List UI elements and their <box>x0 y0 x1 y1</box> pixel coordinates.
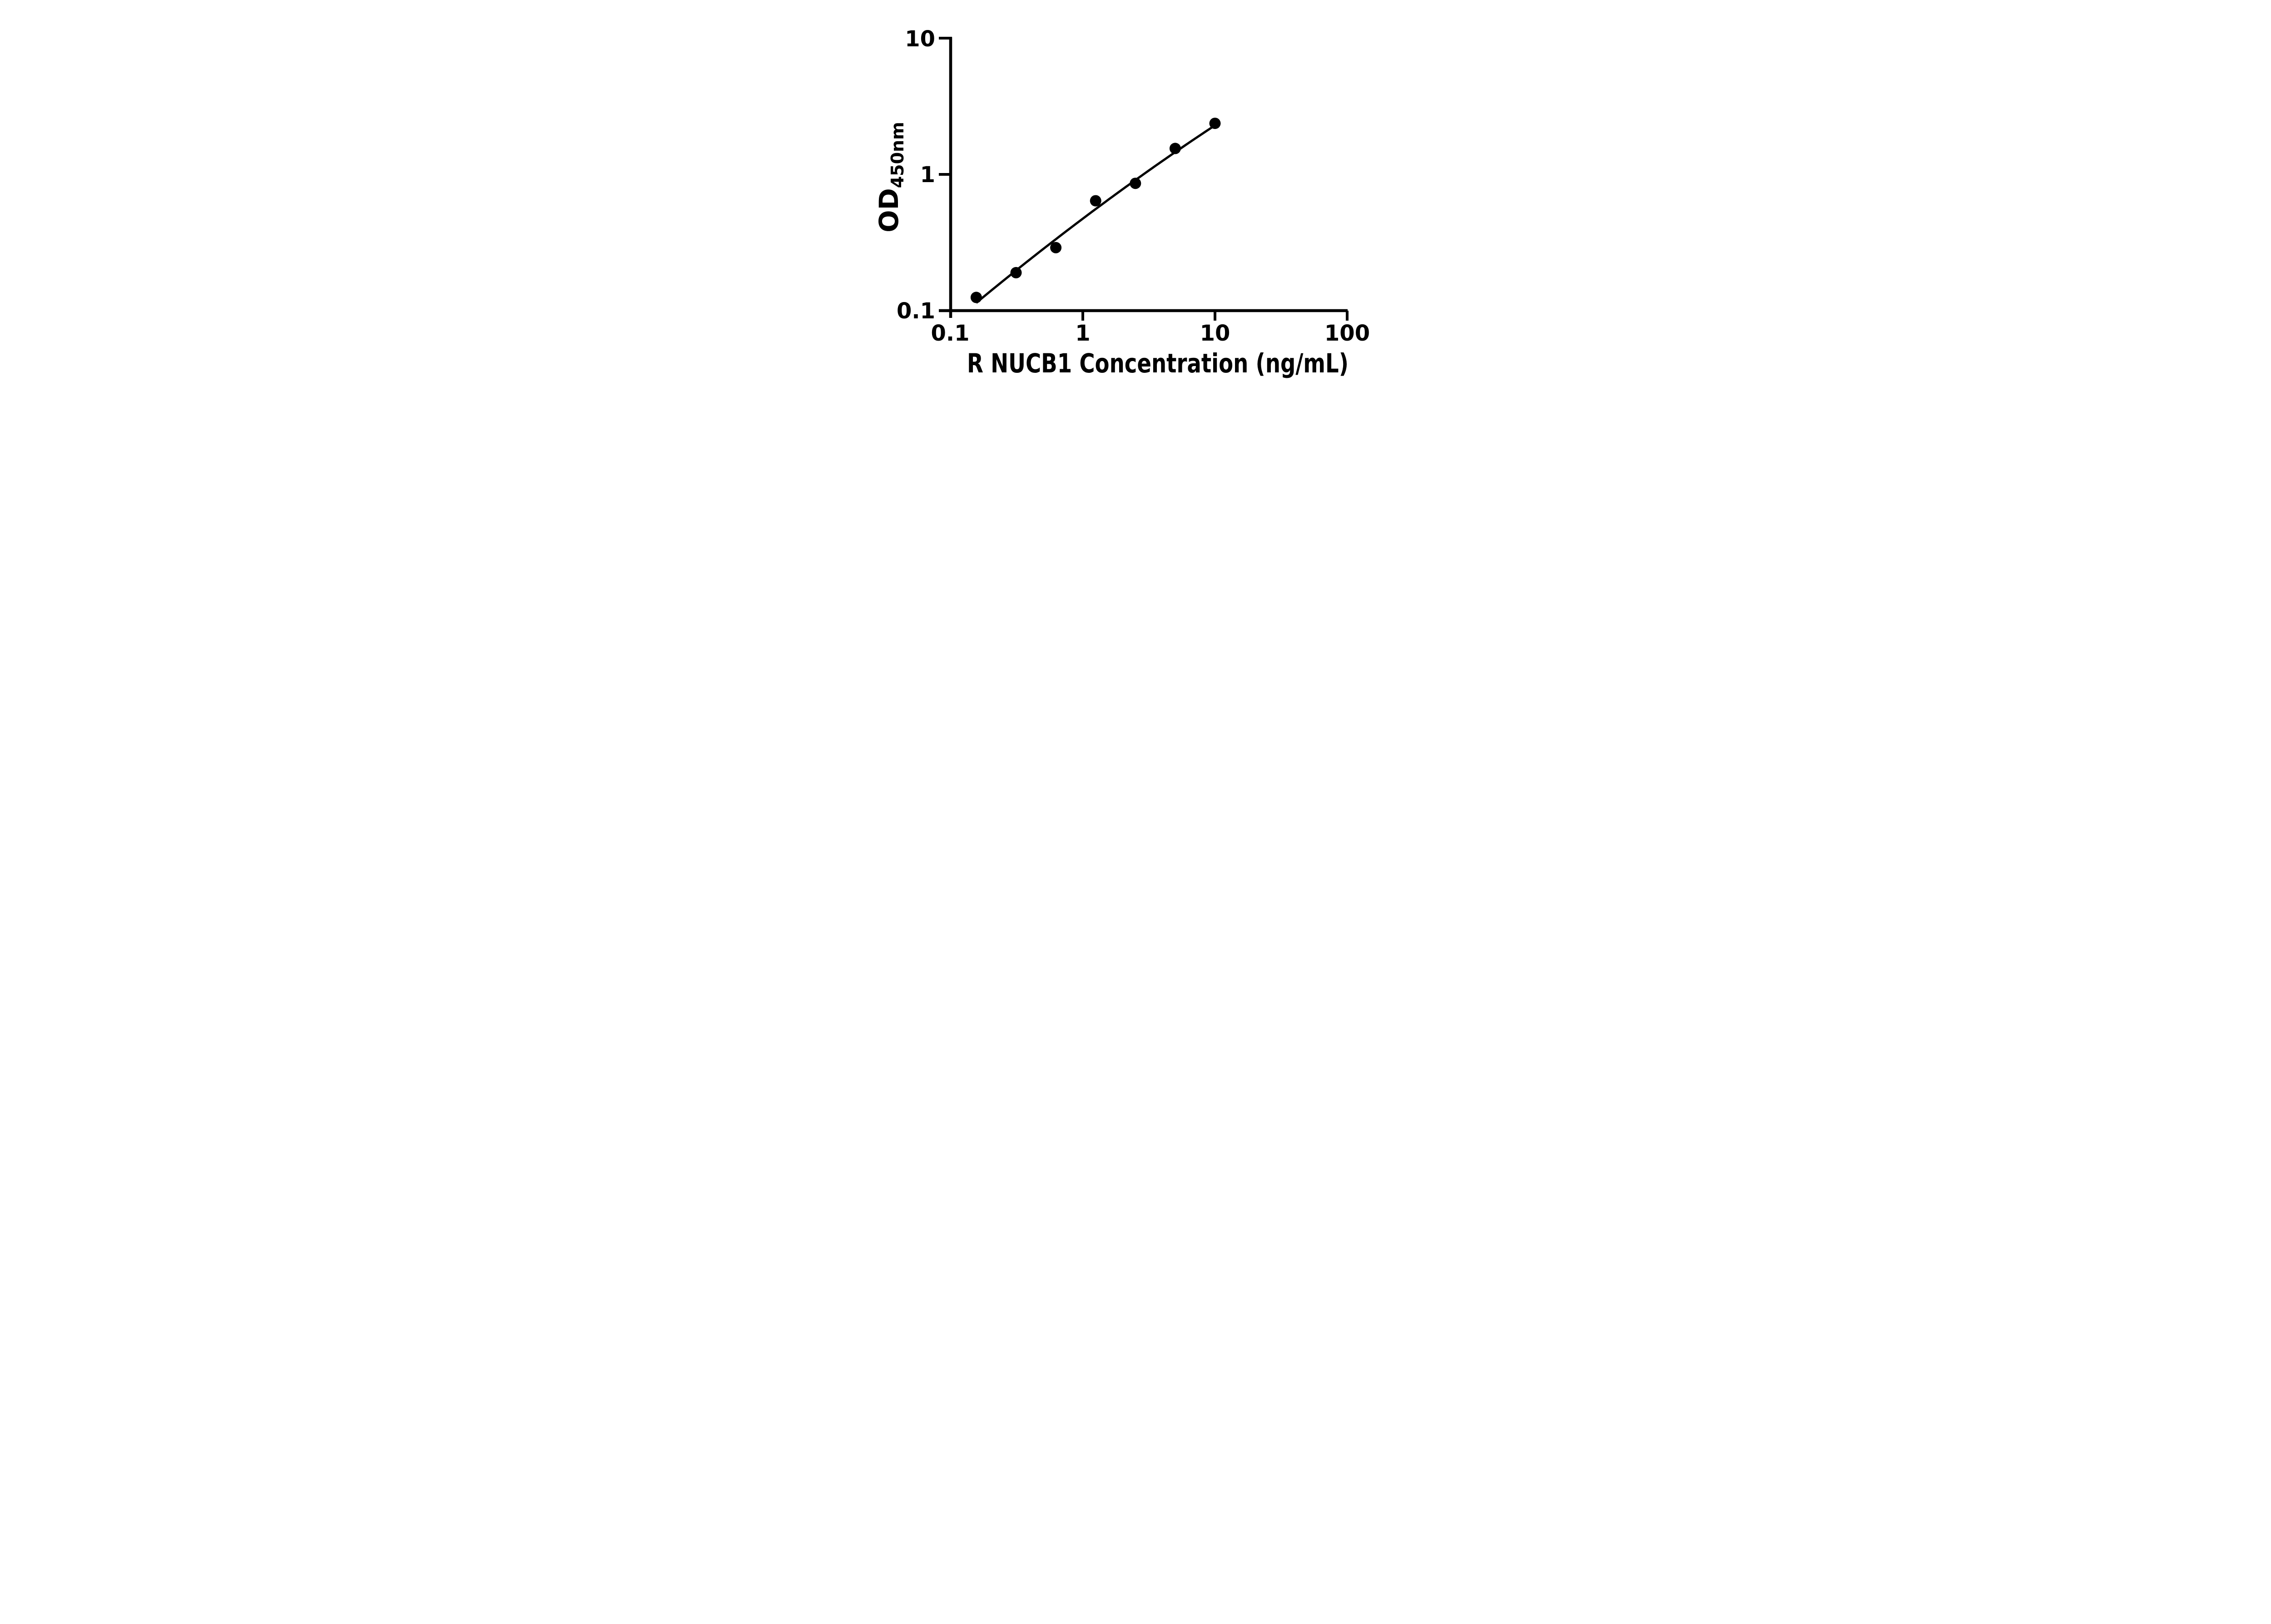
data-point-0.15625 <box>970 292 982 303</box>
y-axis-title-subscript: 450nm <box>888 122 907 188</box>
x-tick-label-100: 100 <box>1324 321 1370 346</box>
elisa-standard-curve-figure: 10 1 0.1 0.1 1 10 100 R NUCB1 Concentrat… <box>849 0 1422 406</box>
y-tick-label-10: 10 <box>905 26 935 52</box>
data-point-2.5 <box>1130 178 1141 189</box>
data-point-10 <box>1209 118 1221 129</box>
x-tick-label-1: 1 <box>1075 321 1090 346</box>
data-point-0.625 <box>1050 242 1062 253</box>
y-axis-title-main: OD <box>873 188 904 232</box>
x-axis-title: R NUCB1 Concentration (ng/mL) <box>967 348 1349 379</box>
data-point-1.25 <box>1090 195 1101 207</box>
chart-canvas: 10 1 0.1 0.1 1 10 100 R NUCB1 Concentrat… <box>849 0 1422 406</box>
x-tick-label-10: 10 <box>1200 321 1230 346</box>
plot-area <box>970 118 1221 304</box>
y-tick-label-1: 1 <box>920 162 935 188</box>
y-axis-title: OD450nm <box>873 122 907 232</box>
x-tick-label-0-1: 0.1 <box>931 321 969 346</box>
data-point-5 <box>1169 143 1181 154</box>
chart-background <box>849 0 1422 406</box>
y-tick-label-0-1: 0.1 <box>897 298 935 324</box>
tick-marks <box>939 37 1349 321</box>
data-point-0.3125 <box>1010 267 1022 278</box>
